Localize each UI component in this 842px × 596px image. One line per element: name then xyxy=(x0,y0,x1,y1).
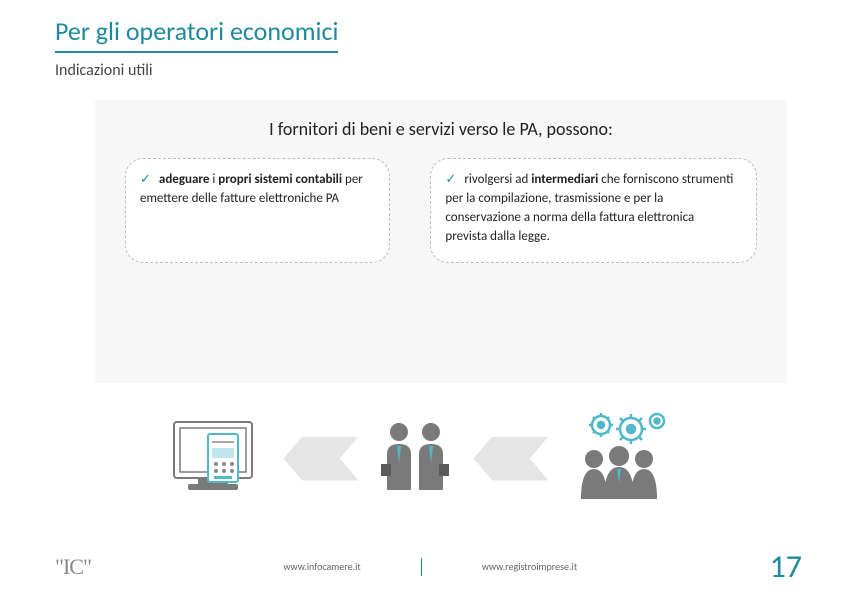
check-icon: ✓ xyxy=(445,172,456,187)
slide-title: Per gli operatori economici xyxy=(55,15,338,53)
card-right-text: rivolgersi ad intermediari che forniscon… xyxy=(445,172,733,244)
slide-subtitle: Indicazioni utili xyxy=(55,61,842,80)
card-left-text: adeguare i propri sistemi contabili per … xyxy=(140,172,363,206)
footer-separator xyxy=(421,558,422,576)
intermediary-icon xyxy=(559,411,679,506)
option-card-right: ✓rivolgersi ad intermediari che fornisco… xyxy=(430,158,757,263)
arrow-left-icon xyxy=(284,437,359,481)
content-area: I fornitori di beni e servizi verso le P… xyxy=(95,100,787,383)
businessmen-icon xyxy=(369,414,464,504)
content-heading: I fornitori di beni e servizi verso le P… xyxy=(115,118,767,140)
footer-link-2: www.registroimprese.it xyxy=(482,560,577,573)
footer-link-1: www.infocamere.it xyxy=(283,560,360,573)
check-icon: ✓ xyxy=(140,172,151,187)
footer-links: www.infocamere.it www.registroimprese.it xyxy=(91,558,770,576)
illustration-row xyxy=(0,411,842,506)
arrow-left-icon xyxy=(474,437,549,481)
option-card-left: ✓adeguare i propri sistemi contabili per… xyxy=(125,158,390,263)
computer-invoice-icon xyxy=(164,414,274,504)
slide-footer: "IC" www.infocamere.it www.registroimpre… xyxy=(0,547,842,586)
page-number: 17 xyxy=(770,547,802,586)
logo: "IC" xyxy=(55,554,91,580)
options-row: ✓adeguare i propri sistemi contabili per… xyxy=(115,158,767,263)
